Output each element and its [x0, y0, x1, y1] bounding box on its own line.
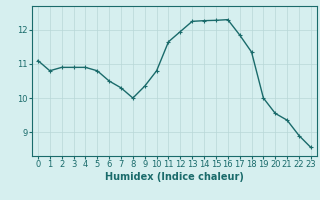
X-axis label: Humidex (Indice chaleur): Humidex (Indice chaleur): [105, 172, 244, 182]
